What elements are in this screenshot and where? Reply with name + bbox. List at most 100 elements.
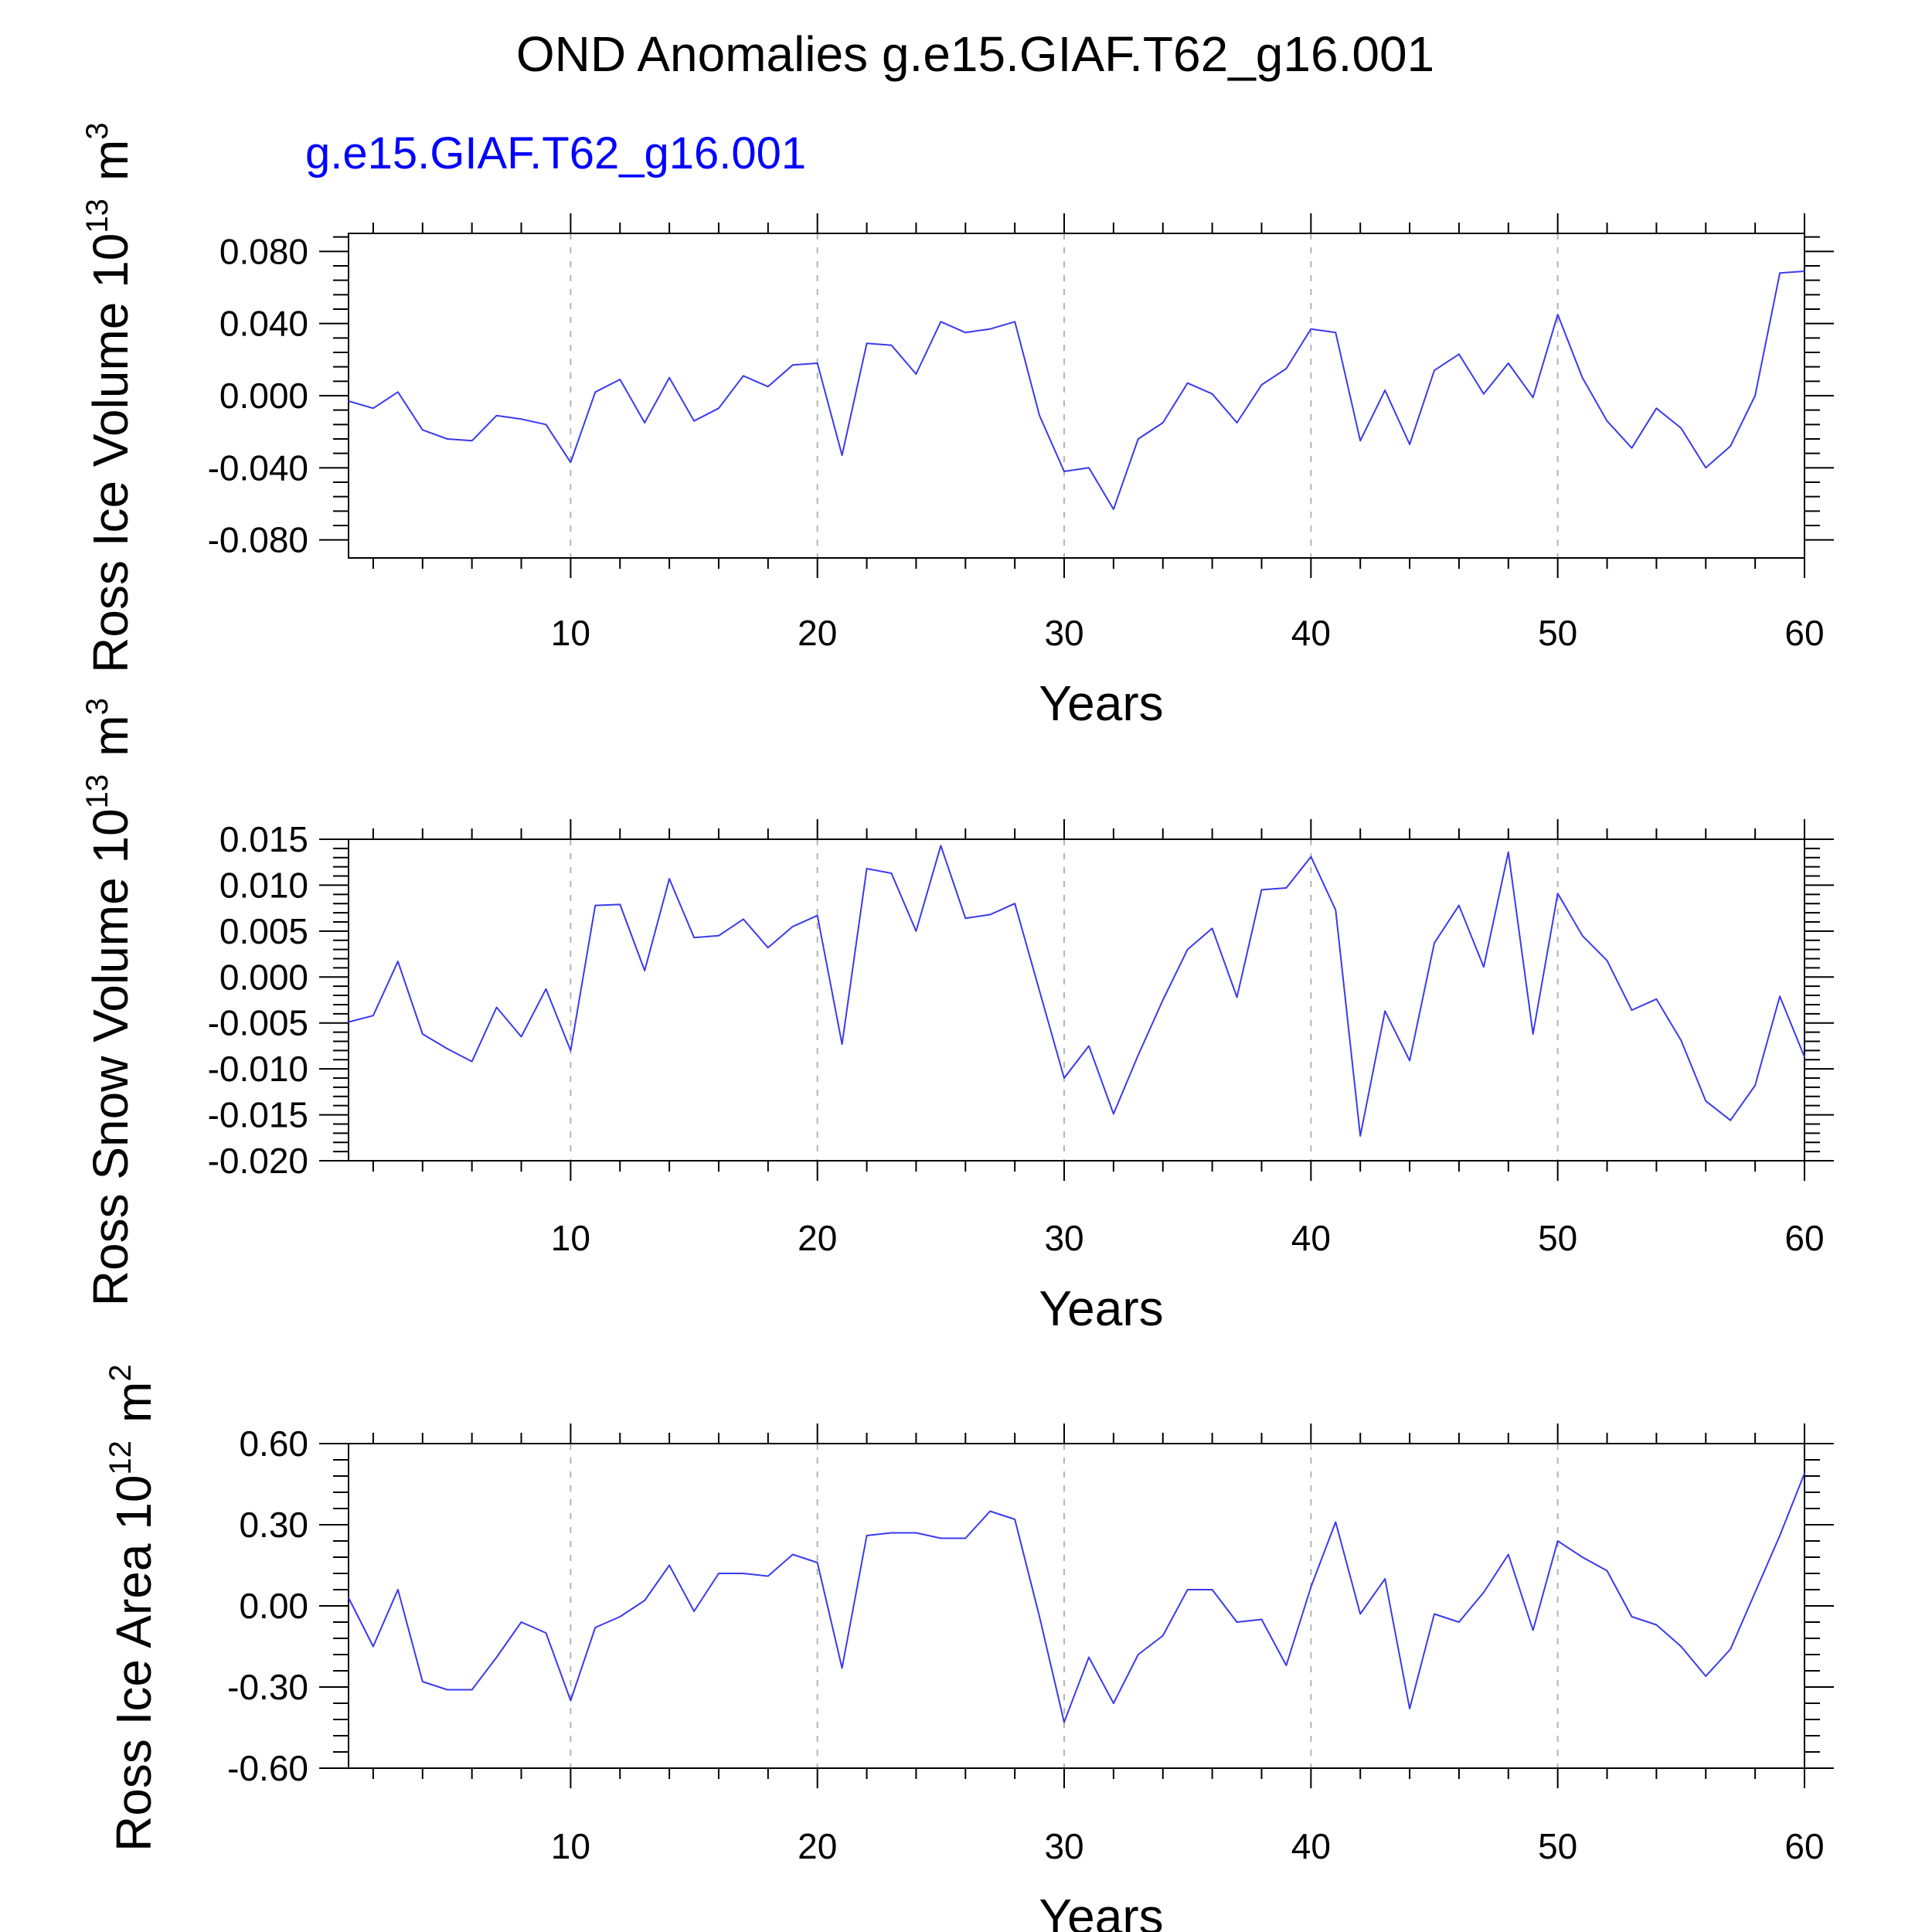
data-point xyxy=(668,376,670,379)
data-point xyxy=(1384,1578,1386,1580)
data-point xyxy=(1384,1010,1386,1012)
panel-ross-ice-area: 10 20 30 40 50 60 -0.60 -0.30 0.00 0.30 0.60 Years R… xyxy=(104,1364,1834,1932)
x-tick-label: 60 xyxy=(1784,613,1824,653)
data-point xyxy=(1088,1656,1090,1658)
data-point xyxy=(1754,1084,1756,1087)
data-point xyxy=(1211,393,1213,395)
data-point xyxy=(446,1689,448,1691)
data-point xyxy=(1088,1045,1090,1047)
data-point xyxy=(1409,444,1410,445)
data-point xyxy=(1705,1100,1707,1102)
data-point xyxy=(915,1532,917,1534)
data-point xyxy=(348,400,349,402)
data-point xyxy=(668,878,670,879)
data-point xyxy=(1779,1535,1781,1536)
data-point xyxy=(1310,1586,1312,1588)
data-point xyxy=(372,1015,374,1017)
plot-frame xyxy=(348,1443,1805,1769)
y-tick-label: 0.000 xyxy=(219,957,308,997)
x-tick-label: 40 xyxy=(1291,1218,1331,1258)
x-tick-label: 20 xyxy=(798,1826,837,1866)
data-point xyxy=(816,1562,818,1563)
data-point xyxy=(570,1699,572,1702)
y-axis-label-part: Ross Ice Volume 10 xyxy=(83,233,138,673)
x-tick-label: 20 xyxy=(798,613,837,653)
data-point xyxy=(718,935,719,937)
data-point xyxy=(1581,376,1583,379)
data-point xyxy=(1434,942,1435,944)
data-point xyxy=(397,961,399,962)
data-point xyxy=(1458,353,1460,355)
y-axis-label-exponent: 12 xyxy=(104,1440,138,1475)
data-point xyxy=(1211,1589,1213,1590)
case-label: g.e15.GIAF.T62_g16.001 xyxy=(305,128,806,179)
plot-frame xyxy=(348,838,1805,1162)
y-tick-label: 0.000 xyxy=(219,376,308,416)
data-point xyxy=(1113,1702,1114,1704)
data-point xyxy=(1088,467,1090,469)
data-point xyxy=(1310,328,1312,330)
data-point xyxy=(1335,1521,1337,1523)
data-point xyxy=(767,1575,769,1577)
data-point xyxy=(1606,960,1608,961)
data-point xyxy=(1655,998,1658,1000)
data-point xyxy=(619,1616,621,1617)
data-point xyxy=(940,1537,942,1539)
data-point xyxy=(1483,1591,1485,1594)
data-point xyxy=(1631,1009,1633,1011)
y-tick-label: -0.30 xyxy=(227,1667,308,1707)
data-point xyxy=(1458,904,1460,906)
data-point xyxy=(718,1573,719,1574)
data-point xyxy=(545,988,547,990)
data-point xyxy=(1384,389,1386,391)
x-tick-label: 50 xyxy=(1538,613,1577,653)
series-line-0 xyxy=(348,1473,1805,1723)
data-point xyxy=(989,328,992,330)
data-point xyxy=(841,454,843,456)
data-point xyxy=(890,1532,893,1534)
data-point xyxy=(1532,1033,1534,1035)
data-point xyxy=(1039,990,1040,992)
x-tick-label: 30 xyxy=(1044,1218,1083,1258)
data-point xyxy=(619,379,621,380)
y-axis-label-exponent: 13 xyxy=(80,774,114,809)
data-point xyxy=(1804,270,1805,272)
data-point xyxy=(1730,1119,1732,1121)
x-tick-label: 30 xyxy=(1044,1826,1083,1866)
data-point xyxy=(570,461,572,464)
data-point xyxy=(1039,414,1040,417)
data-point xyxy=(1680,1645,1682,1648)
y-tick-label: 0.015 xyxy=(219,819,308,859)
x-tick-label: 60 xyxy=(1784,1218,1824,1258)
data-point xyxy=(890,872,893,874)
data-point xyxy=(520,1621,522,1623)
data-point xyxy=(693,1611,695,1612)
series-line-0 xyxy=(348,845,1805,1137)
data-point xyxy=(1335,909,1337,911)
y-axis-label-exponent: 2 xyxy=(104,1364,138,1381)
data-point xyxy=(1655,1624,1658,1626)
data-point xyxy=(520,418,522,420)
panel-ross-ice-volume: 10 20 30 40 50 60 -0.080 -0.040 0.000 0.040 0.080 Y… xyxy=(80,122,1834,731)
y-tick-label: 0.60 xyxy=(239,1423,308,1464)
data-point xyxy=(915,930,917,932)
data-point xyxy=(644,1600,645,1601)
data-point xyxy=(1260,889,1263,891)
data-point xyxy=(1162,422,1164,423)
data-point xyxy=(1631,1616,1633,1617)
y-axis-label-part: m xyxy=(83,715,138,770)
data-point xyxy=(1039,1616,1040,1617)
data-point xyxy=(520,1036,522,1038)
data-point xyxy=(397,391,399,393)
y-axis-label-exponent: 3 xyxy=(80,698,114,715)
data-point xyxy=(495,414,498,417)
data-point xyxy=(1581,1556,1583,1558)
data-point xyxy=(471,1689,473,1691)
series-line-0 xyxy=(348,270,1805,510)
y-axis-label-exponent: 3 xyxy=(80,122,114,139)
plot-frame xyxy=(348,233,1805,559)
y-tick-label: 0.010 xyxy=(219,865,308,905)
x-tick-label: 10 xyxy=(551,613,590,653)
data-point xyxy=(1409,1060,1410,1062)
